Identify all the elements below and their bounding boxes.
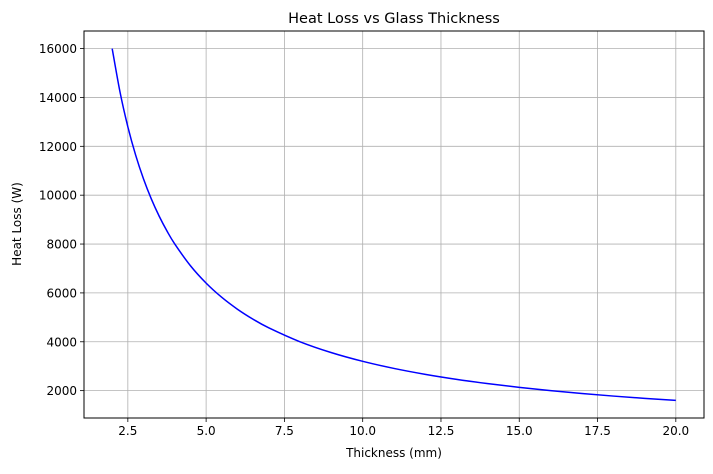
y-tick-label: 6000 [46,286,77,300]
y-tick-label: 16000 [39,42,77,56]
grid-lines [84,31,704,418]
series-line-heat-loss [111,48,676,402]
x-tick-label: 20.0 [662,424,689,438]
y-tick-label: 14000 [39,91,77,105]
x-tick-label: 15.0 [506,424,533,438]
x-tick-label: 10.0 [349,424,376,438]
x-tick-label: 7.5 [275,424,294,438]
x-tick-label: 5.0 [197,424,216,438]
x-tick-label: 2.5 [118,424,137,438]
y-axis-label: Heat Loss (W) [10,182,24,266]
y-axis-ticks: 2000 4000 6000 8000 10000 12000 14000 16000 [39,42,84,398]
y-tick-label: 12000 [39,140,77,154]
x-axis-label: Thickness (mm) [345,446,442,460]
x-tick-label: 17.5 [584,424,611,438]
y-tick-label: 4000 [46,335,77,349]
y-tick-label: 2000 [46,384,77,398]
series-lines [111,48,676,402]
plot-frame [83,30,705,419]
chart-title: Heat Loss vs Glass Thickness [288,11,500,27]
y-tick-label: 10000 [39,189,77,203]
x-tick-label: 12.5 [428,424,455,438]
y-tick-label: 8000 [46,238,77,252]
x-axis-ticks: 2.5 5.0 7.5 10.0 12.5 15.0 17.5 20.0 [118,418,689,438]
